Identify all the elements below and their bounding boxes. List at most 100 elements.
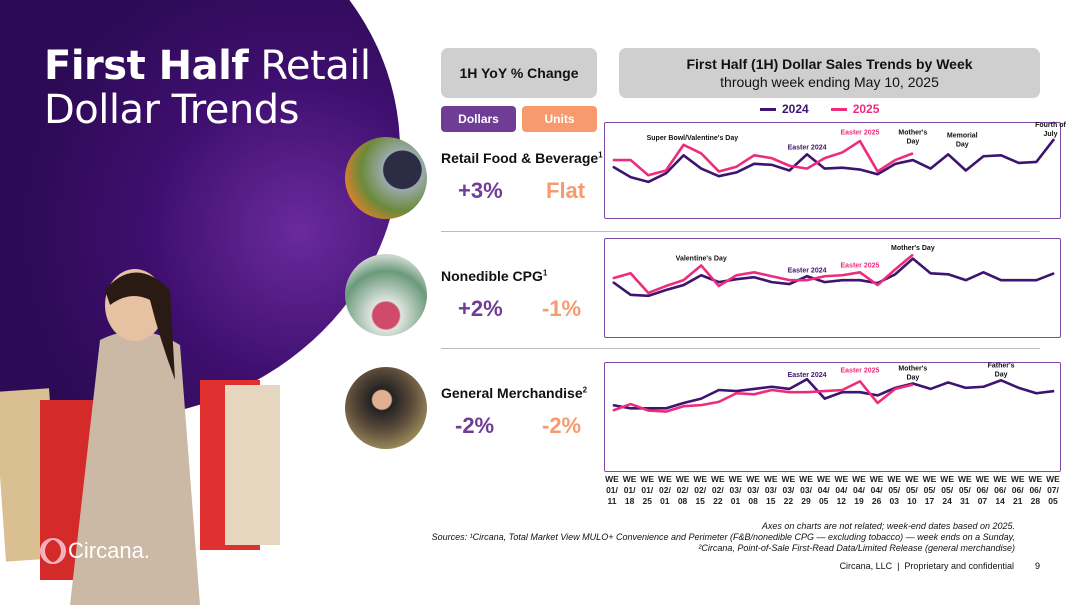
footnote-ref: 2 — [582, 385, 588, 395]
data-point-2025 — [877, 170, 879, 172]
data-point-2024 — [947, 381, 949, 383]
footnote-source-2: ²Circana, Point-of-Sale First-Read Data/… — [698, 543, 1015, 553]
data-point-2025 — [894, 268, 896, 270]
data-point-2025 — [788, 391, 790, 393]
x-tick-label: WE 07/ 05 — [1046, 474, 1060, 506]
data-point-2024 — [1018, 162, 1020, 164]
data-point-2024 — [630, 407, 632, 409]
chart-legend: 2024 2025 — [760, 102, 879, 116]
data-point-2025 — [735, 392, 737, 394]
chart-svg: Easter 2024 Easter 2025 Mother's Day Father'… — [612, 362, 1055, 413]
data-point-2025 — [647, 292, 649, 294]
row-label-gm: General Merchandise2 — [441, 385, 587, 401]
data-point-2024 — [806, 153, 808, 155]
data-point-2024 — [683, 284, 685, 286]
data-point-2024 — [665, 289, 667, 291]
chart-annotation: Easter 2024 — [788, 267, 827, 274]
data-point-2025 — [824, 275, 826, 277]
data-point-2024 — [982, 155, 984, 157]
chart-annotation: Memorial Day — [947, 132, 978, 148]
chart-annotation: Mother's Day — [898, 129, 927, 145]
data-point-2025 — [788, 165, 790, 167]
page-title: First Half Retail Dollar Trends — [44, 43, 371, 132]
data-point-2024 — [912, 258, 914, 260]
data-point-2025 — [700, 264, 702, 266]
chart-general-merchandise: Easter 2024 Easter 2025 Mother's Day Father'… — [604, 362, 1061, 472]
data-point-2024 — [859, 279, 861, 281]
footnote-ref: 1 — [598, 150, 603, 160]
x-tick-label: WE 01/ 25 — [640, 474, 655, 506]
data-point-2025 — [859, 271, 861, 273]
data-point-2024 — [965, 387, 967, 389]
data-point-2024 — [1018, 279, 1020, 281]
legend-label-2025: 2025 — [852, 102, 880, 116]
data-point-2024 — [1000, 154, 1002, 156]
x-tick-label: WE 05/ 03 — [887, 474, 902, 506]
divider — [441, 348, 1040, 349]
data-point-2025 — [718, 170, 720, 172]
row-label-text: Retail Food & Beverage — [441, 150, 599, 166]
x-tick-label: WE 06/ 14 — [993, 474, 1007, 506]
data-point-2024 — [824, 281, 826, 283]
x-tick-label: WE 04/ 12 — [834, 474, 849, 506]
general-merchandise-photo — [345, 367, 427, 449]
logo-text: Circana. — [68, 538, 150, 563]
chart-annotation: Super Bowl/Valentine's Day — [647, 135, 739, 142]
x-tick-label: WE 05/ 10 — [905, 474, 919, 506]
data-point-2025 — [859, 140, 861, 142]
data-point-2024 — [612, 166, 614, 168]
chart-annotation: Valentine's Day — [676, 256, 727, 263]
data-point-2025 — [841, 274, 843, 276]
data-point-2024 — [1035, 161, 1037, 163]
legend-label-2024: 2024 — [782, 102, 809, 116]
data-point-2025 — [877, 402, 879, 404]
data-point-2025 — [771, 157, 773, 159]
data-point-2024 — [612, 404, 614, 406]
data-point-2025 — [753, 393, 755, 395]
data-point-2024 — [630, 294, 632, 296]
title-bold: First Half — [44, 43, 249, 89]
data-point-2024 — [647, 181, 649, 183]
x-tick-label: WE 06/ 28 — [1028, 474, 1043, 506]
chart-nonedible-cpg: Valentine's Day Easter 2024 Easter 2025 Mot… — [604, 238, 1061, 338]
data-point-2024 — [612, 281, 614, 283]
legend-2025: 2025 — [830, 102, 880, 116]
data-point-2025 — [630, 159, 632, 161]
gm-units-change: -2% — [542, 413, 582, 438]
logo-mark-icon — [40, 538, 66, 564]
data-point-2024 — [859, 391, 861, 393]
row-label-text: Nonedible CPG — [441, 268, 543, 284]
x-tick-label: WE 05/ 17 — [922, 474, 937, 506]
x-tick-label: WE 04/ 05 — [816, 474, 831, 506]
data-point-2025 — [683, 405, 685, 407]
data-point-2025 — [912, 254, 914, 256]
x-tick-label: WE 01/ 11 — [605, 474, 619, 506]
x-tick-label: WE 05/ 24 — [940, 474, 954, 506]
chart-annotation: Easter 2025 — [840, 368, 879, 375]
row-label-food: Retail Food & Beverage1 — [441, 150, 603, 166]
data-point-2025 — [841, 151, 843, 153]
chart-header: First Half (1H) Dollar Sales Trends by W… — [619, 48, 1040, 98]
data-point-2024 — [735, 390, 737, 392]
x-tick-label: WE 03/ 15 — [763, 474, 778, 506]
data-point-2024 — [788, 170, 790, 171]
data-point-2025 — [806, 168, 808, 170]
chart-svg: Valentine's Day Easter 2024 Easter 2025 Mot… — [612, 245, 1055, 298]
data-point-2024 — [788, 283, 790, 285]
data-point-2024 — [930, 388, 932, 390]
x-tick-label: WE 03/ 01 — [728, 474, 743, 506]
data-point-2025 — [771, 389, 773, 391]
series-line-2025 — [613, 139, 914, 177]
data-point-2024 — [700, 398, 702, 400]
data-point-2025 — [665, 285, 667, 287]
data-point-2024 — [718, 281, 720, 283]
series-line-2025 — [612, 380, 914, 413]
x-tick-label: WE 02/ 22 — [710, 474, 725, 506]
data-point-2024 — [700, 274, 702, 276]
data-point-2024 — [1000, 279, 1002, 281]
data-point-2025 — [912, 384, 914, 386]
chart-annotation: Easter 2025 — [840, 129, 879, 136]
data-point-2024 — [735, 278, 737, 280]
data-point-2024 — [965, 170, 967, 171]
gm-dollars-change: -2% — [455, 413, 495, 438]
